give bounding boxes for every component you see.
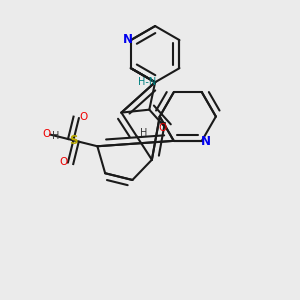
Text: N: N (201, 135, 211, 148)
Text: O: O (43, 129, 51, 139)
Text: H: H (52, 131, 59, 141)
Text: O: O (60, 157, 68, 166)
Text: H: H (140, 128, 148, 138)
Text: N: N (123, 33, 133, 46)
Text: O: O (79, 112, 87, 122)
Text: H-N: H-N (139, 77, 157, 87)
Text: S: S (69, 134, 78, 147)
Text: O: O (158, 123, 166, 134)
